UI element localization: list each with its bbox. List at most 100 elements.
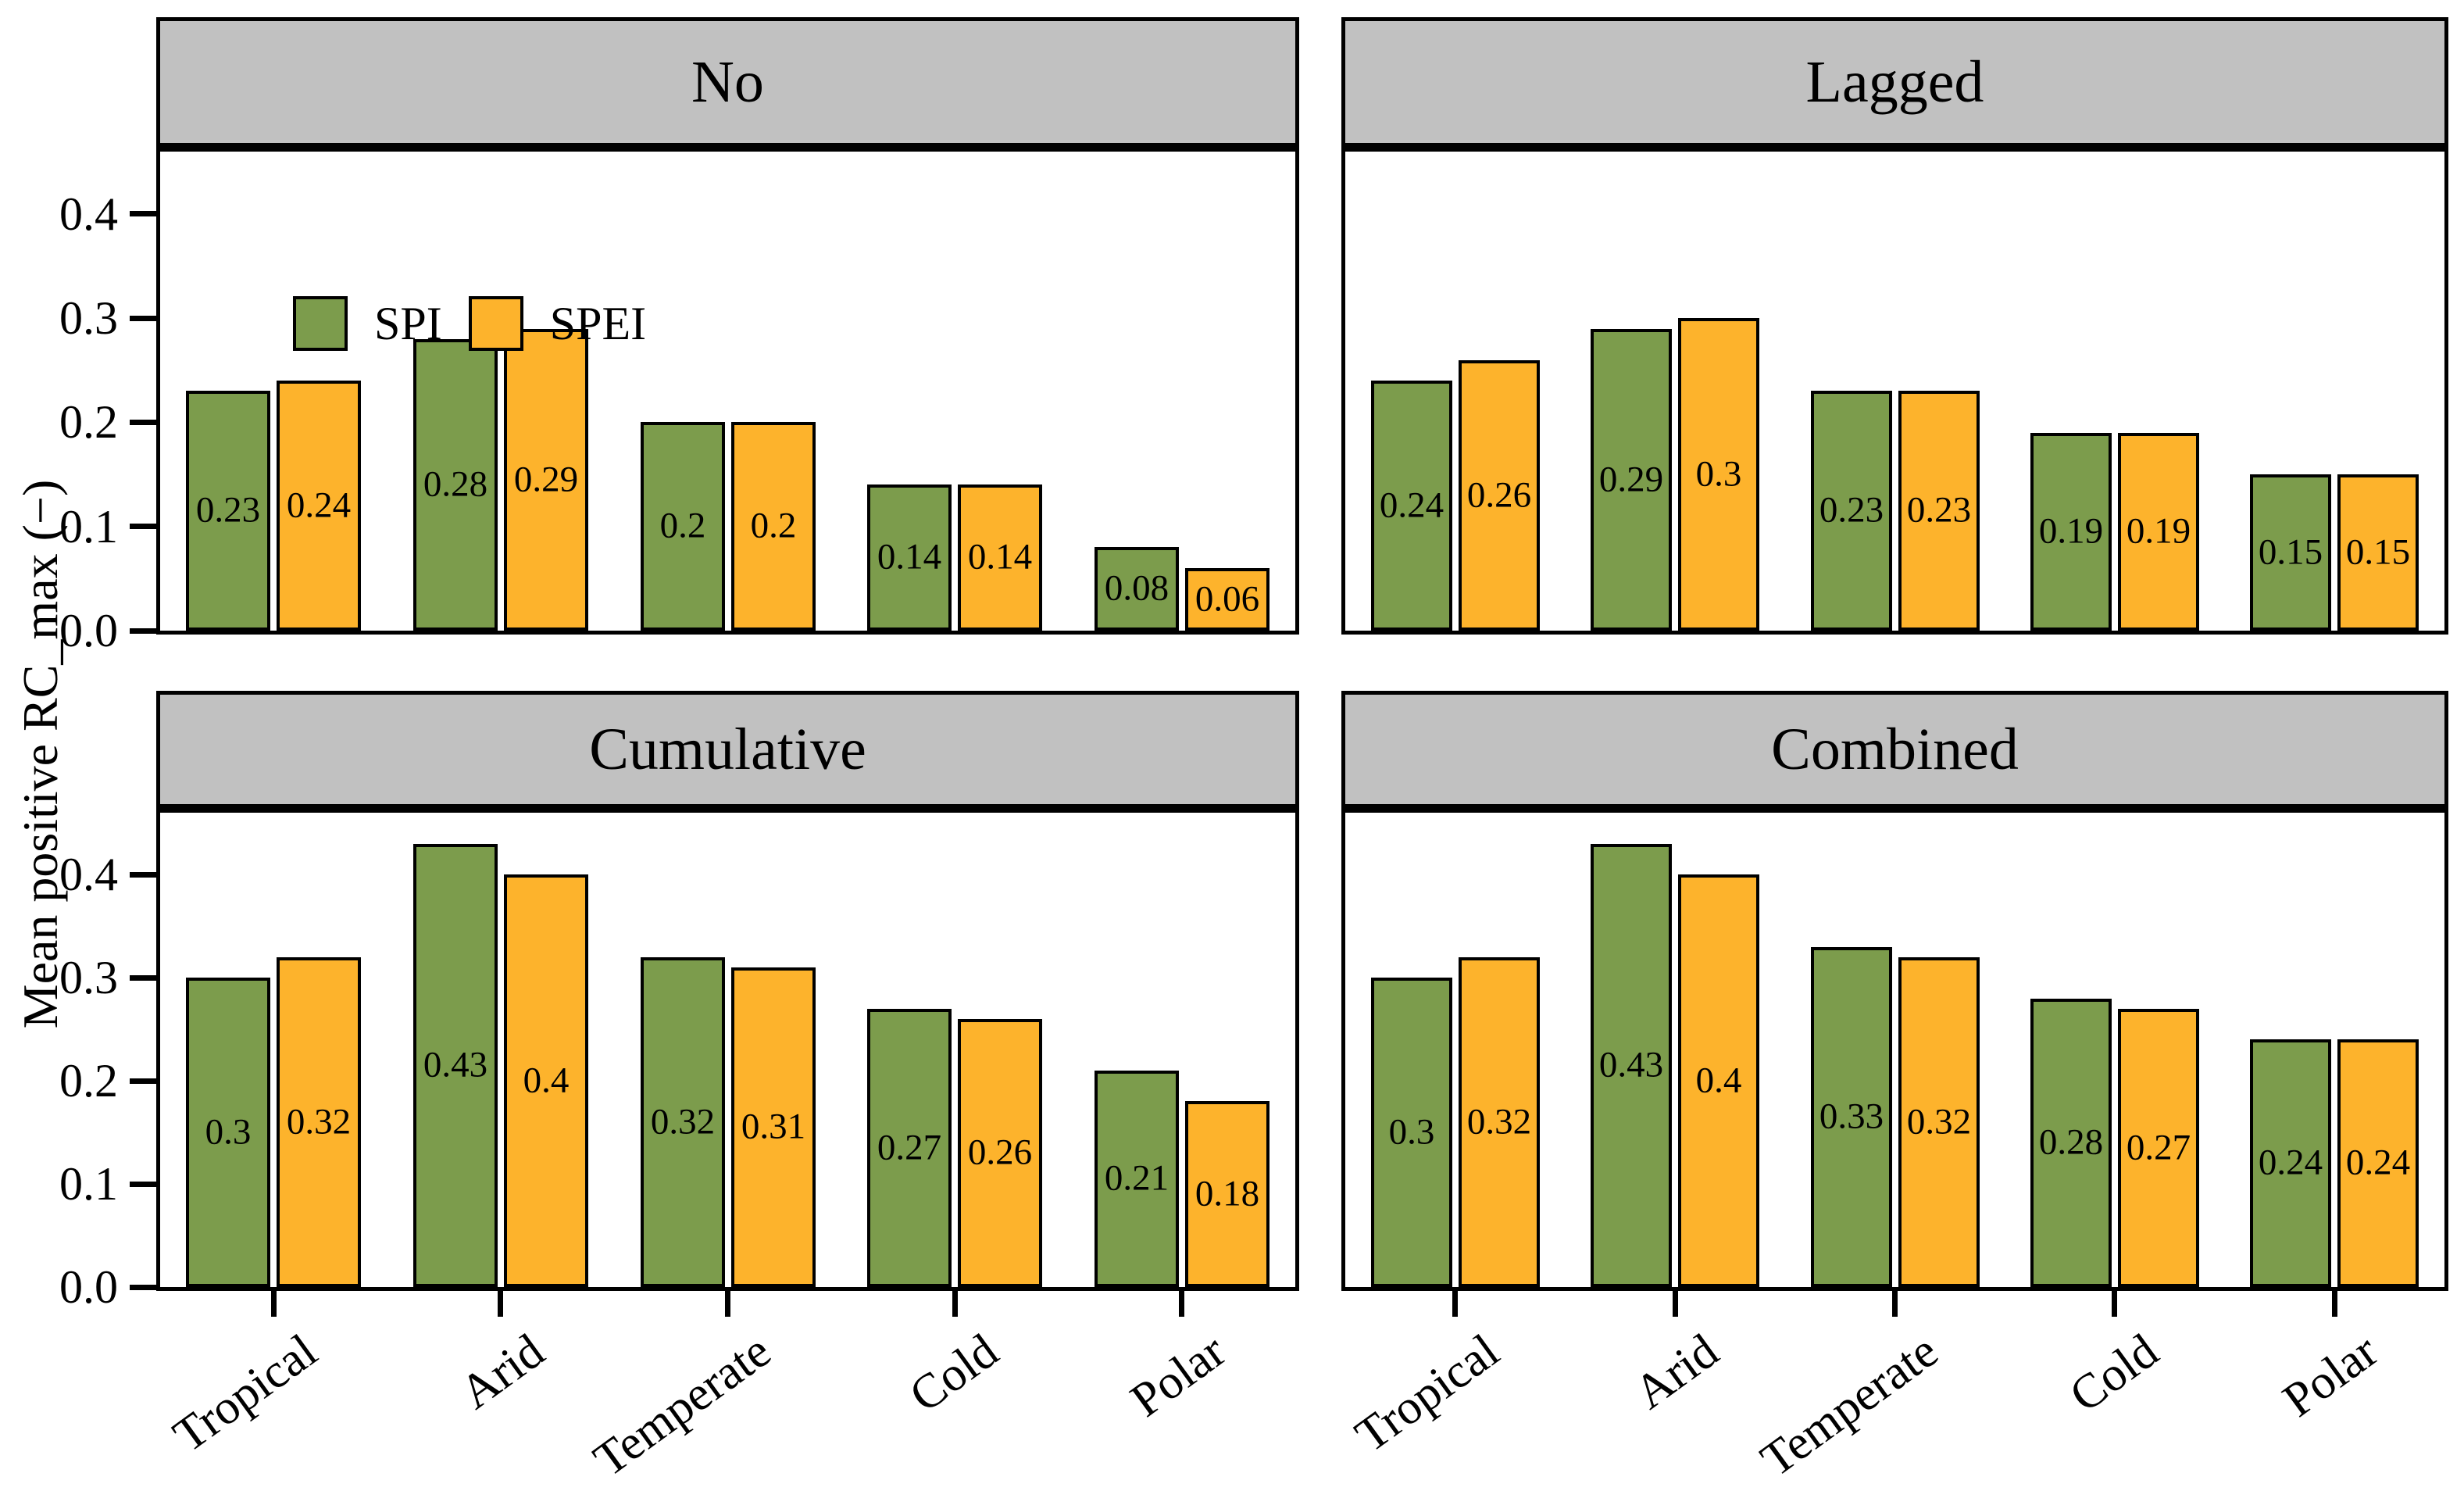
- panel-title: Cumulative: [589, 717, 866, 782]
- bar-spi-cold: [2030, 999, 2112, 1287]
- x-tick: [1179, 1287, 1184, 1317]
- bar-spi-arid: [1591, 844, 1672, 1287]
- panel-lagged: Lagged 0.24 0.26 0.29 0.3 0.23 0.23 0.19 0.19 0.1…: [1341, 17, 2448, 635]
- bar-value-label: 0.4: [1695, 1060, 1742, 1101]
- y-tick: [130, 1284, 156, 1290]
- y-tick: [130, 871, 156, 878]
- bar-spi-tropical: [1371, 978, 1452, 1287]
- bar-spei-arid: [504, 874, 588, 1287]
- x-tick: [2332, 1287, 2337, 1317]
- x-tick: [1892, 1287, 1898, 1317]
- bar-value-label: 0.4: [523, 1060, 570, 1101]
- x-tick: [271, 1287, 277, 1317]
- bar-spei-temperate: [731, 422, 816, 631]
- bar-value-label: 0.32: [286, 1101, 352, 1142]
- bar-value-label: 0.23: [1906, 489, 1972, 531]
- y-tick-label: 0.3: [59, 292, 118, 345]
- bar-spi-polar: [2250, 474, 2331, 631]
- bar-value-label: 0.15: [2345, 531, 2411, 573]
- bar-spei-cold: [2118, 1009, 2199, 1287]
- x-tick-label-polar: Polar: [2273, 1324, 2388, 1428]
- bar-spi-arid: [1591, 329, 1672, 631]
- bar-spi-temperate: [641, 957, 725, 1287]
- y-tick: [130, 1181, 156, 1187]
- bar-value-label: 0.24: [286, 484, 352, 526]
- bar-value-label: 0.24: [2345, 1142, 2411, 1183]
- y-tick: [130, 974, 156, 981]
- bar-spei-tropical: [277, 381, 361, 631]
- panel-header-combined: Combined: [1341, 691, 2448, 813]
- bar-value-label: 0.2: [750, 505, 797, 546]
- x-tick-label-tropical: Tropical: [164, 1324, 327, 1463]
- bar-value-label: 0.23: [1819, 489, 1884, 531]
- bar-value-label: 0.26: [967, 1132, 1033, 1173]
- x-tick-label-temperate: Temperate: [584, 1324, 781, 1487]
- y-tick: [130, 211, 156, 217]
- bar-value-label: 0.3: [205, 1111, 252, 1153]
- bar-spi-polar: [1095, 1071, 1179, 1287]
- x-tick-label-arid: Arid: [1625, 1324, 1729, 1420]
- y-tick-label: 0.4: [59, 188, 118, 240]
- panel-header-cumulative: Cumulative: [156, 691, 1299, 813]
- y-tick-label: 0.1: [59, 1158, 118, 1210]
- y-tick: [130, 628, 156, 634]
- legend: SPI SPEI: [293, 296, 646, 351]
- bar-value-label: 0.23: [195, 489, 261, 531]
- bar-spei-polar: [2337, 474, 2419, 631]
- y-tick-label: 0.0: [59, 605, 118, 656]
- legend-label-spi: SPI: [374, 298, 442, 349]
- x-tick-label-polar: Polar: [1121, 1324, 1236, 1428]
- bar-value-label: 0.29: [513, 459, 579, 500]
- y-tick: [130, 315, 156, 321]
- bar-value-label: 0.3: [1388, 1111, 1435, 1153]
- panel-no: No 0.0 0.1 0.2 0.3 0.4 0.23 0.24 0.28 0.29 0.2 0.2 0…: [59, 17, 1299, 654]
- legend-swatch-spei: [468, 296, 523, 351]
- panel-cumulative: Cumulative 0.0 0.1 0.2 0.3 0.4 0.3 0.32 Tropical…: [59, 691, 1299, 1487]
- x-tick: [725, 1287, 730, 1317]
- bar-spi-polar: [1095, 547, 1179, 631]
- bar-value-label: 0.27: [877, 1127, 942, 1168]
- panel-title: Lagged: [1805, 49, 1984, 115]
- bar-value-label: 0.32: [650, 1101, 716, 1142]
- bar-value-label: 0.32: [1906, 1101, 1972, 1142]
- bar-spi-arid: [413, 844, 498, 1287]
- x-tick-label-cold: Cold: [900, 1324, 1009, 1423]
- y-tick-label: 0.2: [59, 1055, 118, 1107]
- bar-spei-arid: [504, 329, 588, 631]
- bar-spi-arid: [413, 339, 498, 631]
- panel-title: No: [691, 49, 764, 115]
- legend-label-spei: SPEI: [549, 298, 647, 349]
- bar-value-label: 0.29: [1598, 459, 1664, 500]
- bar-spei-cold: [958, 1019, 1042, 1287]
- bar-value-label: 0.32: [1466, 1101, 1532, 1142]
- panel-header-no: No: [156, 17, 1299, 152]
- bar-spei-temperate: [1898, 957, 1980, 1287]
- bar-spei-tropical: [1459, 360, 1540, 631]
- bar-spei-polar: [2337, 1039, 2419, 1287]
- bar-value-label: 0.43: [423, 1044, 488, 1085]
- bar-spi-tropical: [1371, 381, 1452, 631]
- bar-value-label: 0.3: [1695, 453, 1742, 495]
- bar-spi-tropical: [186, 391, 270, 631]
- bar-value-label: 0.28: [423, 463, 488, 505]
- bar-value-label: 0.15: [2258, 531, 2323, 573]
- x-tick-label-arid: Arid: [451, 1324, 555, 1420]
- bar-spei-cold: [2118, 433, 2199, 631]
- panel-combined: Combined 0.3 0.32 Tropical 0.43 0.4 Arid 0.33 0.…: [1341, 691, 2448, 1487]
- bar-value-label: 0.19: [2126, 510, 2191, 552]
- x-tick-label-temperate: Temperate: [1752, 1324, 1948, 1487]
- x-tick: [952, 1287, 958, 1317]
- bar-spi-temperate: [1811, 391, 1892, 631]
- plot-area-lagged: 0.24 0.26 0.29 0.3 0.23 0.23 0.19 0.19 0.15 0.15: [1341, 152, 2448, 635]
- bar-value-label: 0.21: [1104, 1157, 1170, 1199]
- y-tick-label: 0.1: [59, 500, 118, 552]
- bar-spei-cold: [958, 484, 1042, 631]
- y-tick-label: 0.4: [59, 849, 118, 901]
- bar-value-label: 0.14: [967, 536, 1033, 577]
- bar-value-label: 0.14: [877, 536, 942, 577]
- bar-spei-arid: [1678, 874, 1759, 1287]
- bar-value-label: 0.31: [741, 1106, 806, 1147]
- x-tick-label-cold: Cold: [2060, 1324, 2169, 1423]
- bar-spi-cold: [2030, 433, 2112, 631]
